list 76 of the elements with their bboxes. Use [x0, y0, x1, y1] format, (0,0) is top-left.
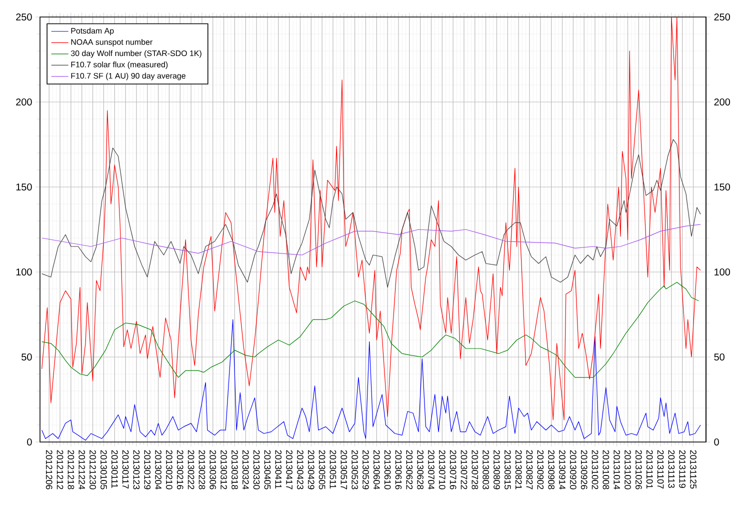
x-tick-label: 20131002 — [592, 450, 598, 490]
x-tick-label: 20130628 — [417, 450, 424, 490]
x-tick-label: 20130722 — [460, 450, 468, 490]
x-tick-label: 20130815 — [504, 450, 511, 490]
x-tick-label: 20130417 — [286, 450, 292, 490]
y2-tick-label: 150 — [714, 183, 730, 191]
x-tick-label: 20121206 — [46, 450, 52, 490]
x-tick-label: 20121218 — [68, 450, 74, 490]
x-tick-label: 20130604 — [373, 450, 380, 490]
x-tick-label: 20130228 — [198, 450, 206, 490]
x-tick-label: 20130920 — [570, 450, 576, 490]
line-series — [42, 319, 701, 441]
x-tick-label: 20130704 — [428, 450, 434, 490]
x-tick-label: 20130809 — [494, 450, 500, 490]
y2-tick-label: 100 — [714, 268, 730, 276]
x-tick-label: 20130622 — [406, 450, 413, 490]
line-series — [42, 16, 701, 420]
y-tick-label: 250 — [16, 13, 32, 21]
x-tick-label: 20130330 — [253, 450, 260, 490]
line-series — [42, 224, 701, 256]
x-tick-label: 20131119 — [679, 450, 686, 488]
x-tick-label: 20130803 — [482, 450, 490, 490]
y2-tick-label: 200 — [714, 98, 730, 106]
x-tick-label: 20130902 — [537, 450, 544, 490]
x-tick-label: 20131014 — [614, 450, 620, 490]
x-tick-label: 20131026 — [636, 450, 642, 490]
x-tick-label: 20131008 — [602, 450, 610, 490]
x-tick-label: 20130324 — [242, 450, 249, 490]
x-tick-label: 20130210 — [166, 450, 172, 490]
y2-tick-label: 0 — [714, 438, 719, 446]
x-tick-label: 20130129 — [144, 450, 151, 490]
y-tick-label: 100 — [16, 268, 32, 276]
x-tick-label: 20130216 — [176, 450, 184, 490]
x-tick-label: 20130505 — [318, 450, 326, 490]
x-tick-label: 20130616 — [395, 450, 402, 490]
line-series — [42, 139, 701, 288]
x-tick-label: 20130908 — [548, 450, 555, 490]
x-tick-label: 20130914 — [559, 450, 566, 490]
x-tick-label: 20131125 — [690, 450, 696, 489]
y2-tick-label: 250 — [714, 13, 730, 21]
x-tick-label: 20130821 — [515, 450, 522, 490]
x-tick-label: 20130318 — [232, 450, 238, 490]
x-tick-label: 20130511 — [330, 450, 336, 489]
x-tick-label: 20130204 — [155, 450, 162, 490]
y-tick-label: 0 — [27, 438, 32, 446]
x-tick-label: 20130517 — [340, 450, 348, 490]
y2-tick-label: 50 — [714, 353, 724, 361]
x-tick-label: 20130411 — [275, 450, 282, 489]
x-tick-label: 20130306 — [210, 450, 216, 490]
x-tick-label: 20130827 — [526, 450, 533, 490]
y-tick-label: 200 — [16, 98, 32, 106]
x-tick-label: 20130429 — [308, 450, 314, 490]
x-tick-label: 20130926 — [580, 450, 588, 490]
x-tick-label: 20121224 — [78, 450, 86, 490]
x-tick-label: 20131107 — [657, 450, 664, 489]
x-tick-label: 20130111 — [111, 450, 118, 488]
x-tick-label: 20121212 — [56, 450, 64, 490]
x-tick-label: 20130529 — [362, 450, 369, 490]
x-tick-label: 20131020 — [624, 450, 631, 490]
x-tick-label: 20130312 — [220, 450, 227, 490]
x-tick-label: 20130222 — [188, 450, 194, 490]
x-tick-label: 20130523 — [352, 450, 358, 490]
x-tick-label: 20130117 — [122, 450, 129, 489]
x-tick-label: 20131101 — [646, 450, 653, 489]
x-tick-label: 20130123 — [133, 450, 140, 490]
x-tick-label: 20121230 — [90, 450, 96, 490]
x-tick-label: 20130423 — [297, 450, 304, 490]
x-tick-label: 20130610 — [384, 450, 391, 490]
x-tick-label: 20131113 — [668, 450, 675, 488]
y-tick-label: 150 — [16, 183, 32, 191]
y-tick-label: 50 — [22, 353, 32, 361]
x-tick-label: 20130728 — [472, 450, 478, 490]
x-tick-label: 20130716 — [450, 450, 456, 490]
x-tick-label: 20130710 — [438, 450, 446, 490]
x-tick-label: 20130405 — [264, 450, 271, 490]
x-tick-label: 20130105 — [100, 450, 107, 490]
